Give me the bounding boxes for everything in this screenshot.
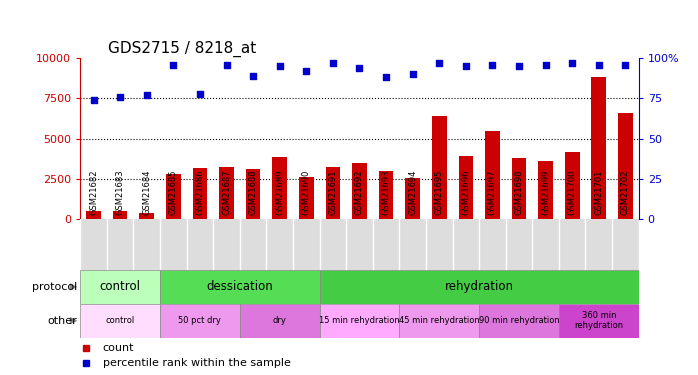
Bar xyxy=(80,270,160,304)
Bar xyxy=(379,171,394,219)
Point xyxy=(301,68,312,74)
Text: 360 min
rehydration: 360 min rehydration xyxy=(574,311,623,330)
Text: protocol: protocol xyxy=(31,282,77,292)
Point xyxy=(141,92,152,98)
Bar xyxy=(538,161,553,219)
Point xyxy=(514,63,525,69)
Bar xyxy=(87,210,101,219)
Bar xyxy=(565,152,579,219)
Point xyxy=(567,60,578,66)
Text: dessication: dessication xyxy=(207,280,273,293)
Bar xyxy=(432,116,447,219)
Point xyxy=(460,63,471,69)
Bar xyxy=(113,210,128,219)
Point xyxy=(433,60,445,66)
Bar xyxy=(219,167,234,219)
Bar xyxy=(320,304,399,338)
Bar xyxy=(352,163,366,219)
Bar xyxy=(512,158,526,219)
Bar xyxy=(80,304,160,338)
Text: 45 min rehydration: 45 min rehydration xyxy=(399,316,480,325)
Bar xyxy=(399,304,479,338)
Text: 15 min rehydration: 15 min rehydration xyxy=(319,316,400,325)
Text: dry: dry xyxy=(273,316,287,325)
Text: GDS2715 / 8218_at: GDS2715 / 8218_at xyxy=(108,40,256,57)
Text: control: control xyxy=(100,280,141,293)
Bar xyxy=(406,178,420,219)
Bar xyxy=(485,131,500,219)
Bar xyxy=(559,304,639,338)
Text: count: count xyxy=(103,343,134,352)
Point xyxy=(114,94,126,100)
Point xyxy=(487,62,498,68)
Point xyxy=(221,62,232,68)
Text: control: control xyxy=(105,316,135,325)
Point xyxy=(593,62,604,68)
Point xyxy=(380,75,392,81)
Text: percentile rank within the sample: percentile rank within the sample xyxy=(103,358,290,368)
Bar xyxy=(591,78,606,219)
Bar xyxy=(160,270,320,304)
Bar xyxy=(246,169,260,219)
Bar xyxy=(320,270,639,304)
Point xyxy=(540,62,551,68)
Bar xyxy=(160,304,240,338)
Point xyxy=(327,60,339,66)
Bar xyxy=(240,304,320,338)
Bar xyxy=(299,177,313,219)
Bar xyxy=(325,167,340,219)
Point xyxy=(248,73,259,79)
Bar xyxy=(166,174,181,219)
Text: other: other xyxy=(47,316,77,326)
Point xyxy=(168,62,179,68)
Bar xyxy=(272,157,287,219)
Point xyxy=(407,71,418,77)
Point xyxy=(194,91,205,97)
Text: 90 min rehydration: 90 min rehydration xyxy=(479,316,559,325)
Point xyxy=(88,97,99,103)
Bar xyxy=(140,213,154,219)
Point xyxy=(354,65,365,71)
Point xyxy=(620,62,631,68)
Text: rehydration: rehydration xyxy=(445,280,514,293)
Bar xyxy=(479,304,559,338)
Bar xyxy=(193,168,207,219)
Point xyxy=(274,63,285,69)
Bar xyxy=(459,156,473,219)
Bar xyxy=(618,113,632,219)
Text: 50 pct dry: 50 pct dry xyxy=(179,316,221,325)
